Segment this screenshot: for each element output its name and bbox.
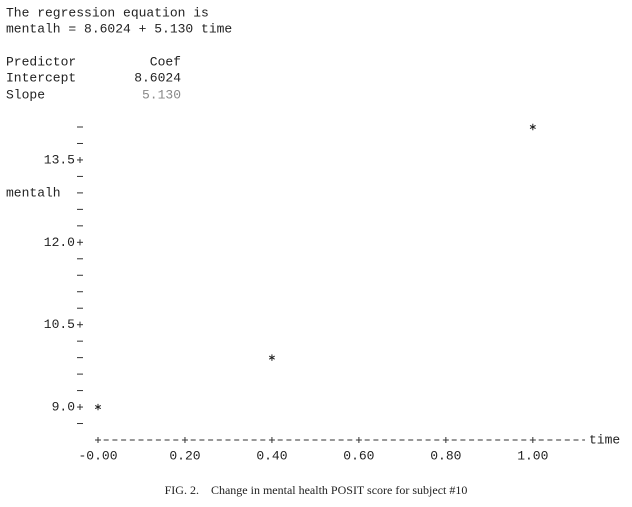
coef-value: 8.6024 [134,70,181,85]
x-tick-label: -0.00 [78,448,117,463]
y-tick-label: 12.0 [44,235,75,250]
y-axis-label: mentalh [6,185,61,200]
x-tick-label: 1.00 [517,448,548,463]
x-tick-label: 0.40 [256,448,287,463]
column-header: Coef [150,54,181,69]
x-tick-label: 0.80 [430,448,461,463]
caption: FIG. 2. Change in mental health POSIT sc… [165,483,468,497]
column-header: Predictor [6,54,76,69]
x-tick-label: 0.60 [343,448,374,463]
coef-value: 5.130 [142,87,181,102]
y-tick-label: 9.0 [52,399,75,414]
equation: mentalh = 8.6024 + 5.130 time [6,21,232,36]
point [529,123,536,131]
row-label: Intercept [6,70,76,85]
intro-text: The regression equation is [6,5,209,20]
y-tick-label: 10.5 [44,317,75,332]
x-tick-label: 0.20 [169,448,200,463]
y-tick-label: 13.5 [44,152,75,167]
x-axis-label: time [589,432,620,447]
point [94,403,102,411]
row-label: Slope [6,87,45,102]
point [268,354,275,361]
